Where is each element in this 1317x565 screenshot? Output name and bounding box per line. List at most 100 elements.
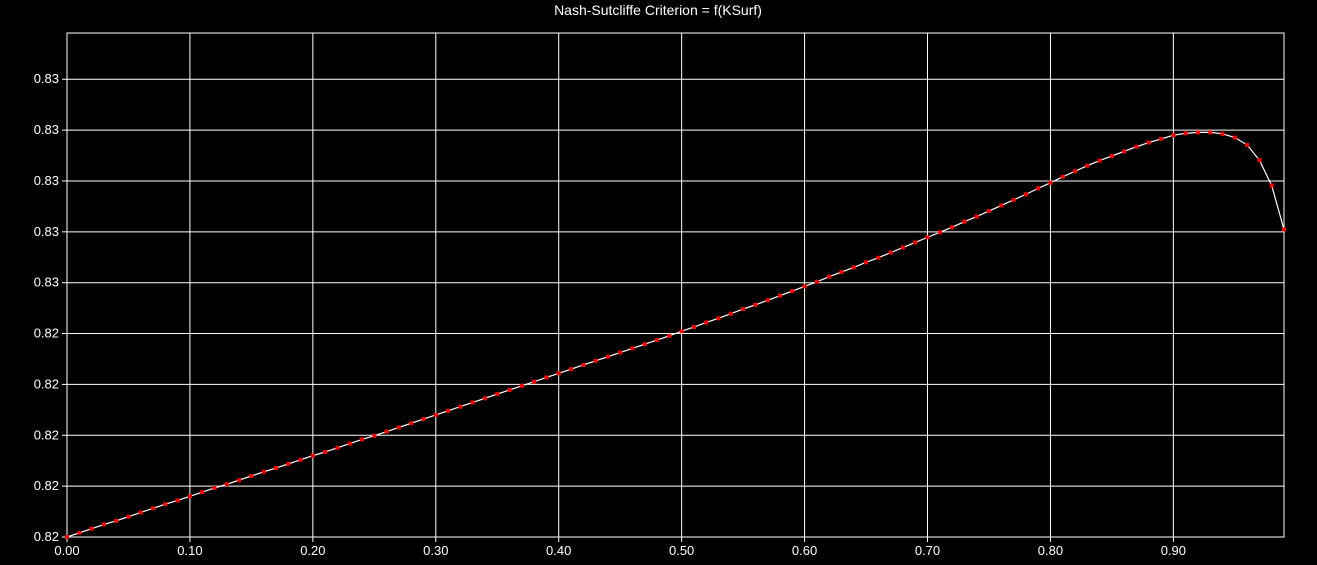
data-point [261,469,266,474]
data-point [655,338,660,343]
x-tick-label: 0.80 [1038,543,1063,558]
data-point [532,379,537,384]
data-point [1171,133,1176,138]
data-point [569,367,574,372]
data-point [618,350,623,355]
data-point [335,445,340,450]
data-point [753,302,758,307]
data-point [224,482,229,487]
data-point [175,498,180,503]
x-tick-label: 0.00 [54,543,79,558]
data-point [298,457,303,462]
data-point [384,429,389,434]
y-tick-label: 0.83 [34,173,59,188]
y-tick-label: 0.83 [34,275,59,290]
data-point [519,383,524,388]
data-point [212,485,217,490]
x-tick-label: 0.40 [546,543,571,558]
data-point [765,298,770,303]
data-point [864,260,869,265]
plot-frame [66,32,1285,538]
data-point [1011,197,1016,202]
data-point [89,526,94,531]
data-point [1023,192,1028,197]
data-point [114,518,119,523]
data-point [482,396,487,401]
x-tick-label: 0.30 [423,543,448,558]
data-point [630,346,635,351]
data-point [1134,144,1139,149]
chart-title: Nash-Sutcliffe Criterion = f(KSurf) [554,2,762,18]
data-point [1146,140,1151,145]
y-tick-label: 0.83 [34,71,59,86]
data-point [1195,130,1200,135]
y-axis-ticks: 0.82 0.82 0.82 0.82 0.82 0.83 0.83 0.83 0.83 0.83 [34,71,67,544]
data-point [1257,158,1262,163]
data-point [876,255,881,260]
y-tick-label: 0.82 [34,478,59,493]
data-point [187,494,192,499]
data-point [138,510,143,515]
x-tick-label: 0.20 [300,543,325,558]
data-point [323,449,328,454]
data-point [1269,183,1274,188]
data-point [409,421,414,426]
data-point [544,375,549,380]
series-line [66,131,1285,538]
data-point [704,320,709,325]
x-tick-label: 0.50 [669,543,694,558]
data-point [495,392,500,397]
data-point [741,307,746,312]
data-point [1220,131,1225,136]
data-point [101,522,106,527]
y-tick-label: 0.83 [34,224,59,239]
data-point [814,279,819,284]
data-point [151,506,156,511]
data-point [273,466,278,471]
data-point [347,441,352,446]
x-tick-label: 0.60 [792,543,817,558]
data-point [728,311,733,316]
data-point [421,417,426,422]
data-point [691,325,696,330]
data-point [396,425,401,430]
data-point [1232,135,1237,140]
data-point [237,478,242,483]
data-point [888,250,893,255]
data-point [900,245,905,250]
x-tick-label: 0.70 [915,543,940,558]
y-tick-label: 0.83 [34,122,59,137]
y-tick-label: 0.82 [34,326,59,341]
x-axis-ticks: 0.00 0.10 0.20 0.30 0.40 0.50 0.60 0.70 0.80 0.90 [54,537,1186,558]
data-point [1122,149,1127,154]
data-point [777,293,782,298]
series-layer [66,131,1285,538]
y-tick-label: 0.82 [34,529,59,544]
data-point [77,530,82,535]
x-tick-label: 0.90 [1161,543,1186,558]
data-point [790,289,795,294]
data-point [913,240,918,245]
data-point [925,235,930,240]
data-point [950,225,955,230]
data-point [593,358,598,363]
data-point [642,342,647,347]
data-point [286,461,291,466]
marker-layer [65,130,1286,539]
data-point [851,265,856,270]
data-point [1060,174,1065,179]
data-point [446,408,451,413]
data-point [1048,180,1053,185]
data-point [200,490,205,495]
data-point [986,209,991,214]
data-point [458,404,463,409]
data-point [163,502,168,507]
data-point [1282,227,1286,232]
data-point [1097,158,1102,163]
y-tick-label: 0.82 [34,427,59,442]
data-point [65,535,69,539]
data-point [507,387,512,392]
data-point [433,412,438,417]
